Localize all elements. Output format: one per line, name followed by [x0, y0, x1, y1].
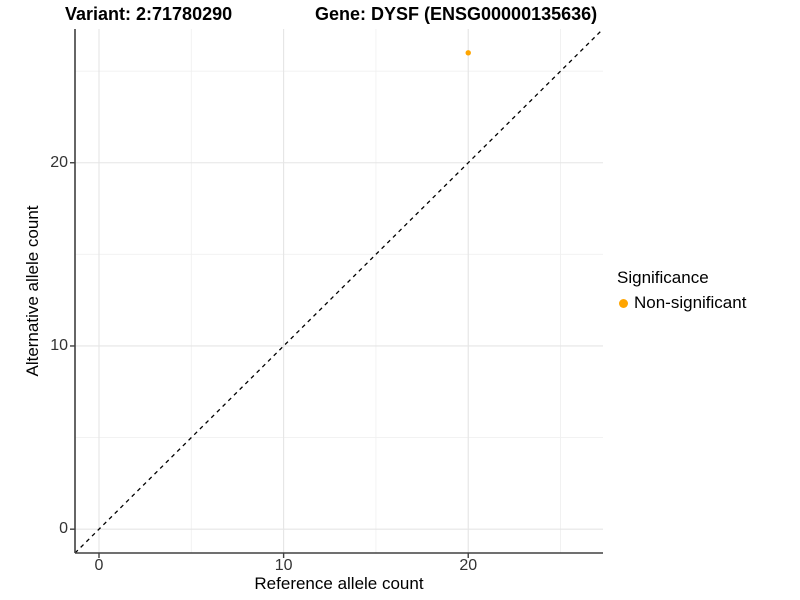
- data-point: [465, 50, 471, 56]
- y-tick-label: 0: [59, 520, 68, 538]
- y-tick-label: 20: [50, 153, 68, 171]
- identity-dashed-line: [74, 28, 604, 554]
- plot-title-gene: Gene: DYSF (ENSG00000135636): [315, 4, 598, 24]
- legend: Significance Non-significant: [617, 268, 746, 313]
- legend-item-label: Non-significant: [634, 293, 747, 312]
- y-tick-label: 10: [50, 336, 68, 354]
- x-tick-label: 20: [459, 557, 478, 574]
- x-tick-label: 0: [94, 557, 104, 574]
- legend-item-non-significant: Non-significant: [617, 293, 746, 313]
- x-tick-label: 10: [274, 557, 293, 574]
- plot-title-variant: Variant: 2:71780290: [65, 4, 233, 24]
- legend-title: Significance: [617, 268, 709, 287]
- plot-panel: [70, 28, 604, 558]
- plot-canvas: [70, 28, 604, 558]
- x-axis-title: Reference allele count: [254, 574, 424, 593]
- legend-point-icon: [619, 298, 628, 308]
